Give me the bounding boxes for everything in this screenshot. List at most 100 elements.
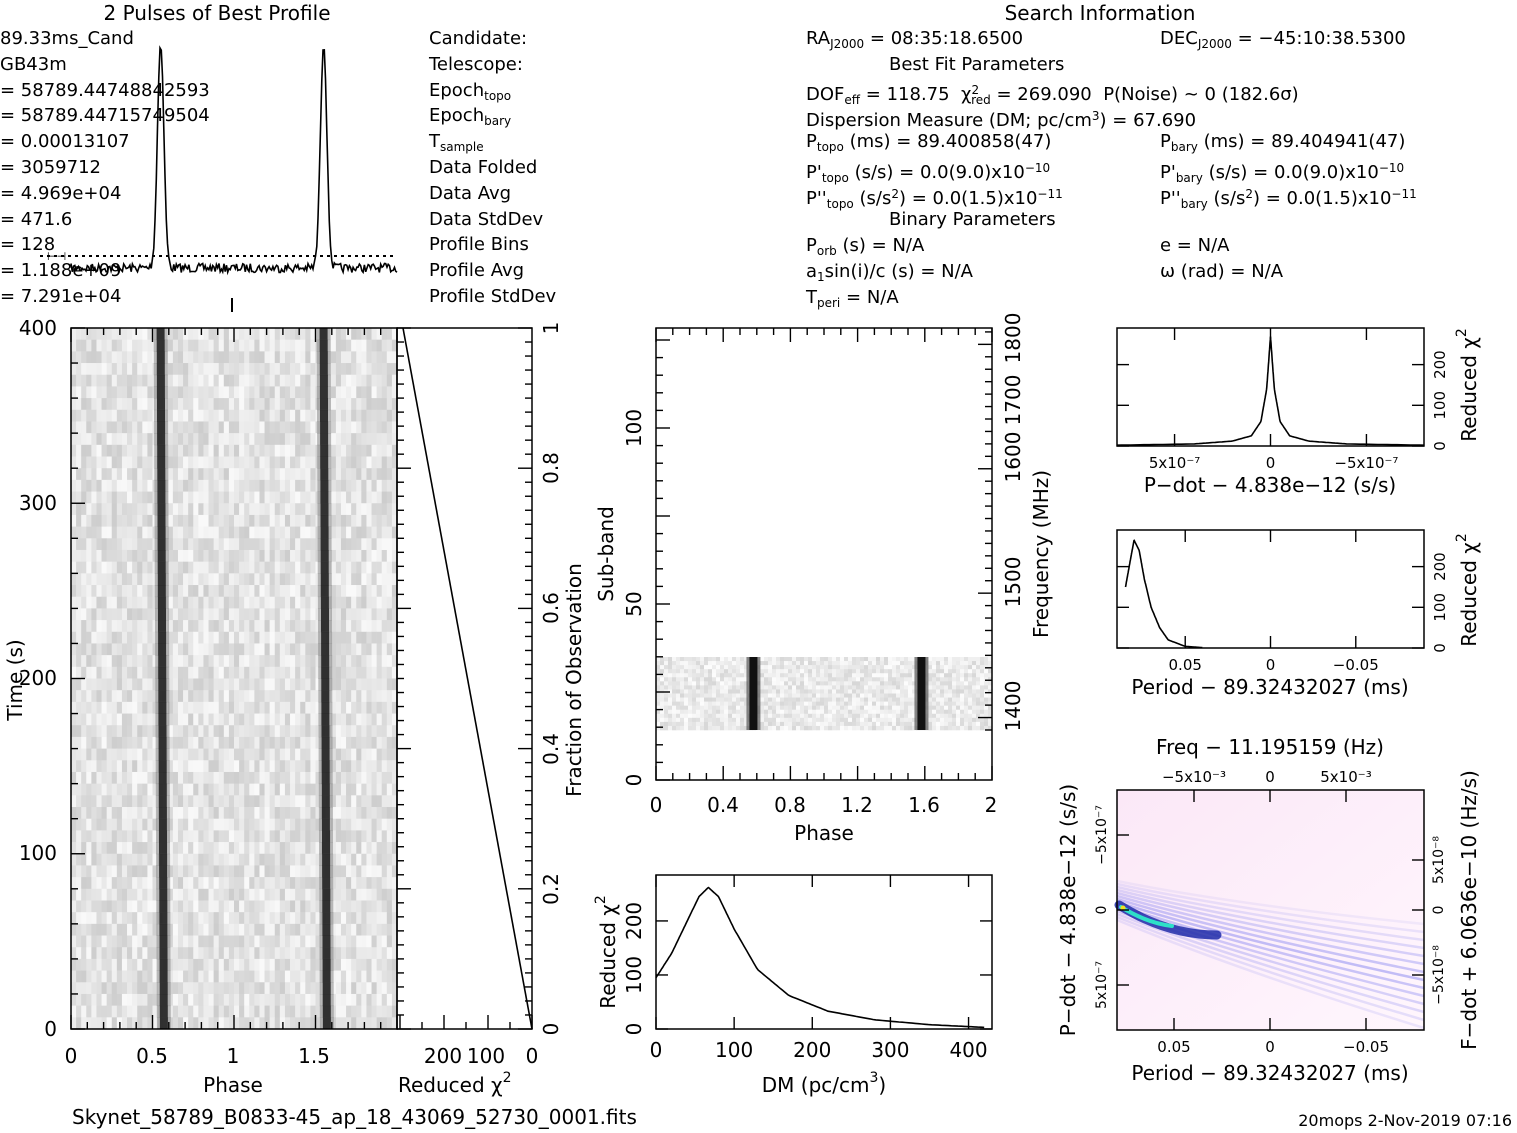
ra-line: RAJ2000 = 08:35:18.6500 [806,28,1024,52]
tp-ylabel: Time (s) [3,639,27,721]
ppdot-streak [1116,885,1425,942]
tick-label: 0 [1265,1038,1275,1056]
ppdot-streak [1116,879,1425,926]
rc-rtick-2: 0.4 [539,733,563,765]
tick-label: 5x10⁻⁷ [1149,454,1200,472]
tp-ytick-0: 0 [44,1017,57,1041]
tick-label: −5x10⁻⁷ [1094,805,1110,865]
info-label: Profile Avg [429,260,525,282]
info-value: = 3059712 [0,157,101,178]
tp-ytick-1: 100 [19,841,57,865]
rc-rtick-5: 1 [539,322,563,335]
tp-ytick-3: 300 [19,491,57,515]
dm-curve [655,886,985,1029]
sb-xtick-0: 0 [650,793,663,817]
time-phase-image [71,328,398,1030]
sb-xtick-3: 1.2 [841,793,873,817]
info-value: = 58789.44748842593 [0,79,210,101]
redchi-time-curve [402,327,533,1030]
sb-rtick-1: 1500 [1001,557,1025,608]
info-label: Data Avg [429,182,512,204]
info-label: Candidate: [429,28,528,49]
info-label: Profile Bins [429,234,529,256]
ppdot-streak [1116,897,1425,974]
tick-label: 0 [1266,656,1276,674]
tick-label: 0 [1266,454,1276,472]
sb-xlabel: Phase [794,821,854,845]
profile-plot: ⊢⊣ [40,45,398,312]
tick-label: 0 [622,1023,646,1036]
period-curve [1124,539,1203,649]
ppdot-streak [1116,882,1425,934]
sb-rtick-3: 1700 [1001,375,1025,426]
rc-xtick-0: 200 [424,1044,462,1068]
ppdot-ylabel: P−dot − 4.838e−12 (s/s) [1056,784,1080,1036]
ppdot-streak [1116,918,1425,1030]
rc-xlabel: Reduced χ2 [398,1070,512,1097]
tick-label: 5x10⁻³ [1320,768,1371,786]
binary-header: Binary Parameters [889,209,1056,230]
ppdot-streak [1116,915,1425,1022]
sb-ylabel: Sub-band [594,506,618,602]
tick-label: −5x10⁻⁷ [1334,454,1398,472]
rc-rtick-4: 0.8 [539,452,563,484]
ppdot-streak [1116,894,1425,966]
tp-xtick-0: 0 [65,1044,78,1068]
p-topo-line: Ptopo (ms) = 89.400858(47) [806,131,1052,155]
ppdot-image [1117,790,1424,1030]
sb-xtick-5: 2 [985,793,998,817]
porb-line: Porb (s) = N/A [806,235,925,259]
omega-line: ω (rad) = N/A [1160,261,1284,282]
tp-xtick-2: 1 [227,1044,240,1068]
tick-label: 5x10⁻⁷ [1094,961,1110,1009]
rc-rtick-0: 0 [539,1023,563,1036]
pd-topo-line: P'topo (s/s) = 0.0(9.0)x10−10 [806,161,1051,185]
tp-ytick-2: 200 [19,666,57,690]
asini-line: a1sin(i)/c (s) = N/A [806,261,973,285]
sb-ytick-1: 50 [622,591,646,616]
info-value: = 4.969e+04 [0,182,122,204]
tick-label: 0.05 [1157,1038,1190,1056]
sb-rtick-2: 1600 [1001,432,1025,483]
dof-line: DOFeff = 118.75 χ2red = 269.090 P(Noise)… [806,83,1299,107]
info-value: = 128 [0,234,56,256]
profile-err-marker: ⊢⊣ [47,250,66,263]
subband-plot: 0 0.4 0.8 1.2 1.6 2 Phase 0 50 100 Sub-b… [594,313,1053,845]
rc-xtick-2: 0 [526,1044,539,1068]
tp-xtick-1: 0.5 [136,1044,168,1068]
ppdot-streak [1116,900,1425,982]
ppdot-streak [1116,888,1425,950]
pdd-bary-line: P''bary (s/s2) = 0.0(1.5)x10−11 [1160,187,1417,211]
info-value: = 0.00013107 [0,131,130,153]
period-xlabel: Period − 89.32432027 (ms) [1131,675,1408,699]
tick-label: 200 [1431,552,1449,581]
pdot-xlabel: P−dot − 4.838e−12 (s/s) [1144,473,1396,497]
info-value: = 58789.44715749504 [0,105,210,127]
info-value: = 471.6 [0,208,73,230]
tick-label: 0 [1431,441,1449,451]
tick-label: −0.05 [1343,1038,1389,1056]
sb-xtick-1: 0.4 [707,793,739,817]
best-fit-header: Best Fit Parameters [889,54,1065,75]
tick-label: 0 [1431,643,1449,653]
sb-ylabel-right: Frequency (MHz) [1029,470,1053,638]
tick-label: −5x10⁻³ [1162,768,1226,786]
period-plot: 0.05 0 −0.05 0 100 200 Period − 89.32432027 (… [1116,529,1481,699]
time-phase-plot: 0 0.5 1 1.5 Phase 0 100 200 300 400 Time… [3,316,398,1097]
dm-xlabel: DM (pc/cm3) [762,1070,886,1097]
tick-label: 100 [715,1038,753,1062]
tick-label: 200 [1431,350,1449,379]
p-bary-line: Pbary (ms) = 89.404941(47) [1160,131,1406,155]
info-label: Data StdDev [429,208,544,230]
tp-ytick-4: 400 [19,316,57,340]
rc-rtick-1: 0.2 [539,873,563,905]
search-info-title: Search Information [1005,1,1196,25]
redchi-time-plot: 200 100 0 Reduced χ2 0 0.2 0.4 0.6 0.8 1… [396,322,586,1097]
pdot-curve [1116,336,1425,446]
sb-xtick-4: 1.6 [908,793,940,817]
rc-ylabel-right: Fraction of Observation [562,563,586,797]
tick-label: 0 [1265,768,1275,786]
dm-line: Dispersion Measure (DM; pc/cm3) = 67.690 [806,109,1197,131]
pdot-ylabel: Reduced χ2 [1454,328,1481,442]
